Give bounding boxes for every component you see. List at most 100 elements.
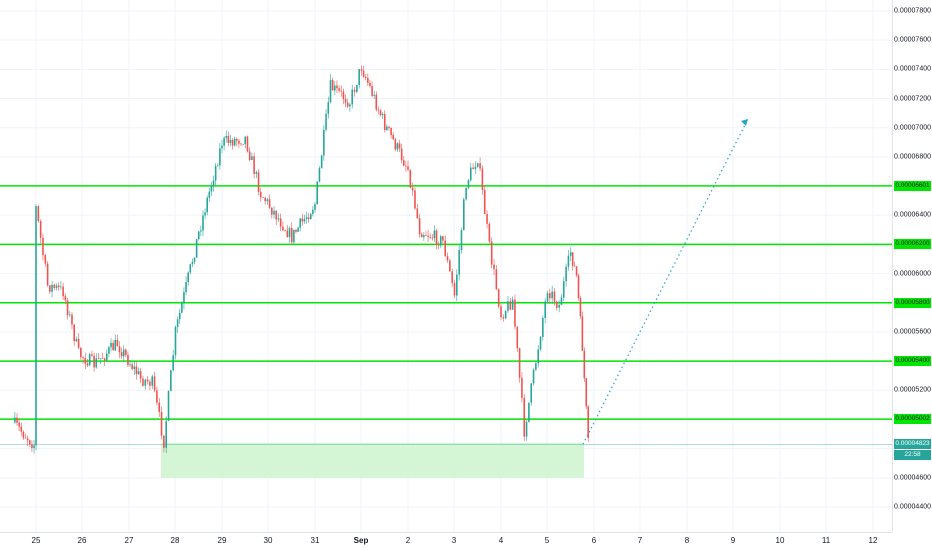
candle-body (472, 167, 474, 170)
candle-body (225, 135, 228, 138)
time-tick-label: 9 (730, 536, 736, 545)
candle-body (172, 355, 174, 371)
candle-body (309, 213, 312, 220)
candle-body (84, 358, 87, 364)
candle-body (463, 199, 465, 231)
time-tick-label: 7 (637, 536, 643, 545)
candle-body (163, 435, 165, 448)
candle-body (528, 402, 530, 422)
candle-body (356, 85, 358, 92)
candle-body (353, 89, 356, 92)
candle-body (114, 340, 117, 351)
candle-body (116, 340, 119, 347)
last-price-label: 0.00004823 (894, 439, 931, 450)
candle-body (82, 357, 84, 359)
candle-body (183, 292, 185, 304)
candle-body (377, 109, 380, 111)
candle-body (465, 187, 467, 200)
candle-body (514, 299, 516, 327)
candle-body (221, 145, 223, 149)
price-tick-label: 0.00004400 (894, 503, 931, 511)
candle-body (390, 127, 392, 135)
candle-body (71, 314, 73, 325)
price-tick-label: 0.00004600 (894, 474, 931, 482)
time-tick-label: 11 (821, 536, 831, 545)
candle-body (429, 236, 431, 238)
price-tick-label: 0.00007200 (894, 95, 931, 103)
time-tick-label: 10 (775, 536, 785, 545)
candle-body (334, 85, 336, 91)
candle-body (474, 166, 477, 170)
candle-body (560, 297, 563, 305)
candle-body (223, 137, 225, 146)
candle-body (544, 301, 546, 319)
candle-body (51, 284, 53, 292)
candle-body (240, 143, 242, 145)
candle-body (216, 165, 219, 167)
candle-body (68, 314, 71, 316)
time-tick-label: Sep (353, 536, 369, 545)
candle-body (360, 69, 363, 71)
candle-body (301, 218, 304, 222)
candle-body (246, 136, 249, 152)
candle-body (511, 299, 514, 310)
price-tick-label: 0.00007600 (894, 36, 931, 44)
candle-body (312, 209, 314, 214)
candle-body (567, 255, 570, 267)
candle-body (133, 366, 136, 370)
price-axis[interactable]: 0.00007800 0.00007600 0.00007400 0.00007200… (892, 0, 932, 532)
candle-body (516, 326, 519, 349)
candle-body (103, 358, 106, 361)
candle-body (110, 342, 112, 348)
candle-body (49, 285, 51, 292)
candle-body (553, 291, 556, 302)
candle-body (303, 218, 306, 222)
candle-body (101, 358, 104, 359)
time-tick-label: 8 (684, 536, 690, 545)
candle-body (129, 364, 131, 366)
candle-body (275, 210, 278, 220)
candle-body (388, 126, 390, 128)
candle-body (386, 126, 388, 131)
candle-body (149, 381, 151, 386)
candle-body (293, 229, 295, 243)
candle-body (144, 379, 147, 386)
candle-body (86, 363, 89, 366)
candle-body (431, 237, 434, 239)
candle-body (264, 197, 266, 202)
time-tick-label: 3 (451, 536, 457, 545)
candle-body (151, 376, 154, 386)
candle-body (414, 190, 416, 209)
candle-body (546, 293, 549, 302)
candle-body (235, 138, 238, 141)
candle-body (416, 208, 419, 219)
candle-body (197, 231, 200, 240)
candle-body (167, 391, 170, 421)
candle-body (483, 189, 486, 215)
candle-body (325, 113, 327, 130)
time-tick-label: 6 (591, 536, 597, 545)
candle-body (497, 289, 500, 307)
candle-body (435, 230, 438, 245)
candle-body (118, 346, 121, 353)
candle-body (297, 227, 299, 232)
candle-body (91, 354, 93, 356)
candle-body (108, 347, 110, 354)
time-tick-label: 12 (868, 536, 878, 545)
candle-body (318, 168, 321, 182)
candle-body (77, 338, 80, 348)
candlestick-chart[interactable] (0, 0, 892, 532)
time-axis[interactable]: 25 26 27 28 29 30 31 Sep 2 3 4 5 6 7 8 9 10 11 12 (0, 532, 892, 551)
candle-body (375, 94, 378, 110)
candle-body (362, 70, 365, 77)
candle-body (202, 215, 204, 231)
candle-body (507, 301, 509, 311)
candle-body (39, 221, 42, 238)
candle-body (381, 114, 384, 116)
chart-plot-area[interactable] (0, 0, 892, 532)
candle-body (279, 218, 282, 227)
candle-body (158, 402, 161, 413)
candle-body (20, 426, 23, 432)
candle-body (206, 197, 209, 213)
candle-body (135, 366, 138, 375)
